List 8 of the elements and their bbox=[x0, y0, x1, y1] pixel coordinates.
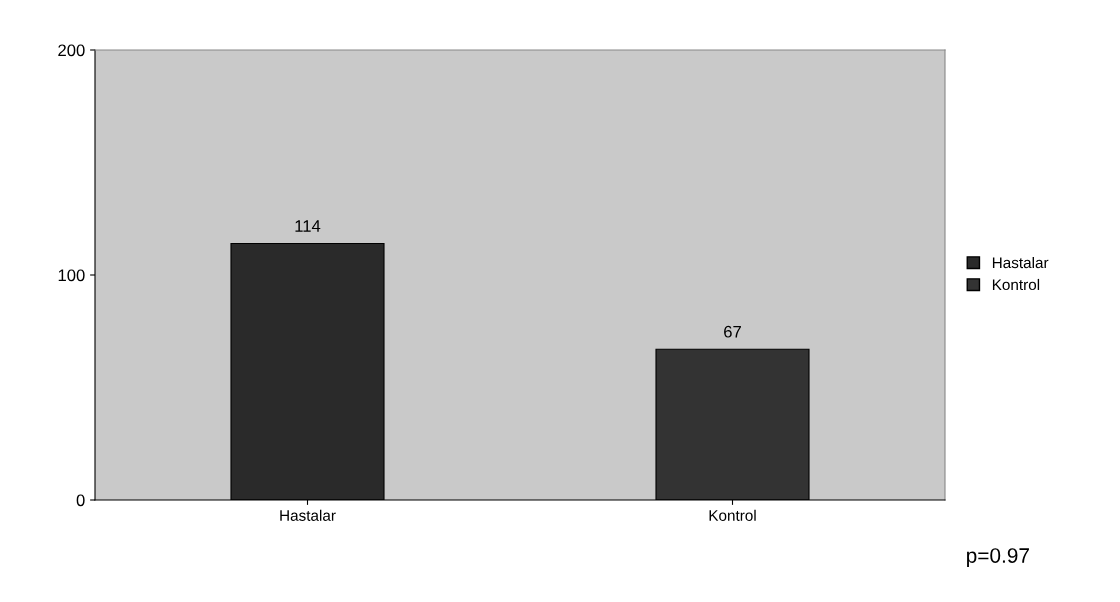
y-tick-label: 100 bbox=[58, 269, 85, 282]
legend-label: Kontrol bbox=[992, 278, 1040, 291]
data-label: 67 bbox=[724, 325, 741, 338]
y-tick-label: 200 bbox=[58, 44, 85, 57]
data-label: 114 bbox=[295, 220, 321, 232]
legend-label: Hastalar bbox=[992, 256, 1049, 269]
y-tick-label: 0 bbox=[76, 494, 85, 507]
text: p=0.97 bbox=[967, 548, 1029, 567]
